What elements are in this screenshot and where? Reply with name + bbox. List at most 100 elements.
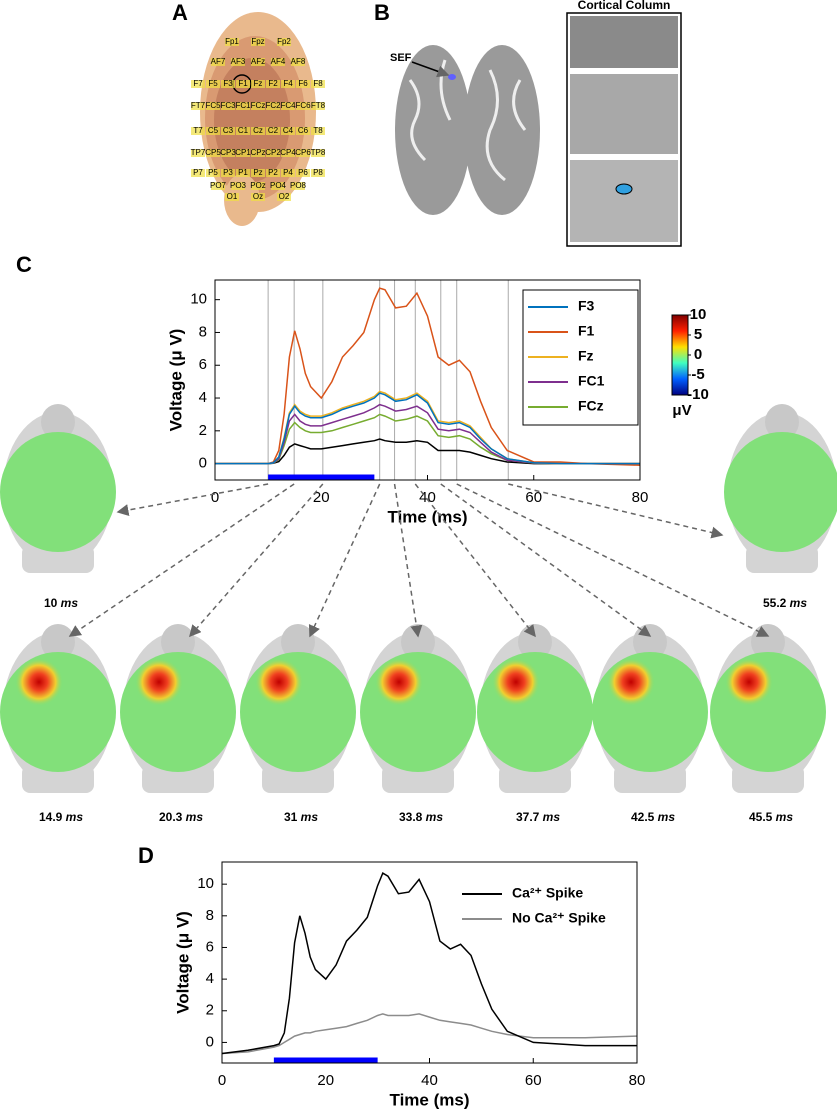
- y-axis-label: Voltage (μ V): [173, 911, 192, 1014]
- electrode-label: Oz: [253, 192, 263, 201]
- electrode-label: F1: [238, 79, 248, 88]
- electrode-dot: [221, 149, 235, 157]
- x-tick-label: 0: [211, 489, 219, 506]
- electrode-label: Pz: [253, 168, 262, 177]
- hotspot: [492, 658, 540, 706]
- legend-label: Ca²⁺ Spike: [512, 885, 583, 901]
- electrode-label: F7: [193, 79, 203, 88]
- electrode-label: O2: [279, 192, 290, 201]
- electrode-label: P1: [238, 168, 248, 177]
- electrode-label: AFz: [251, 57, 265, 66]
- legend-label: FC1: [578, 373, 605, 389]
- time-unit: ms: [658, 810, 676, 824]
- electrode-dot: [206, 149, 220, 157]
- electrode-label: P5: [208, 168, 218, 177]
- hotspot: [15, 658, 63, 706]
- electrode-dot: [251, 80, 265, 88]
- neck: [22, 765, 94, 793]
- y-tick-label: 6: [199, 356, 207, 373]
- topomap: [360, 624, 476, 793]
- series-line: [215, 403, 640, 465]
- electrode-dot: [266, 80, 280, 88]
- series-line: [215, 438, 640, 465]
- time-value: 14.9: [39, 810, 63, 824]
- electrode-label: TP7: [191, 148, 206, 157]
- electrode-dot: [236, 127, 250, 135]
- nose: [765, 404, 799, 440]
- electrode-label: FC6: [295, 101, 311, 110]
- annotation: SEF: [390, 52, 412, 64]
- electrode-dot: [206, 102, 220, 110]
- electrode-label: CP4: [280, 148, 296, 157]
- series-line: [215, 413, 640, 465]
- electrode-dot: [191, 80, 205, 88]
- electrode-label: FC1: [235, 101, 251, 110]
- electrode-label: FCz: [251, 101, 266, 110]
- series-line: [221, 872, 637, 1055]
- electrode-label: C1: [238, 126, 249, 135]
- time-unit: ms: [66, 810, 84, 824]
- electrode-label: O1: [227, 192, 238, 201]
- electrode-label: Cz: [253, 126, 263, 135]
- time-unit: ms: [790, 596, 808, 610]
- electrode-dot: [281, 127, 295, 135]
- y-tick-label: 0: [206, 1033, 214, 1050]
- electrode-dot: [291, 182, 305, 190]
- panel-label: D: [138, 843, 154, 868]
- nose: [41, 404, 75, 440]
- electrode-label: FC2: [265, 101, 281, 110]
- topomap-time: 42.5 ms: [631, 810, 675, 824]
- topomap-time: 20.3 ms: [159, 810, 203, 824]
- y-tick-label: 6: [206, 938, 214, 955]
- electrode-dot: [236, 149, 250, 157]
- electrode-dot: [236, 80, 250, 88]
- electrode-dot: [225, 193, 239, 201]
- electrode-dot: [266, 169, 280, 177]
- electrode-dot: [296, 169, 310, 177]
- electrode-dot: [281, 149, 295, 157]
- electrode-dot: [251, 193, 265, 201]
- topomap: [710, 624, 826, 793]
- hotspot: [607, 658, 655, 706]
- x-tick-label: 60: [525, 489, 542, 506]
- legend-label: FCz: [578, 398, 604, 414]
- electrode-dot: [266, 149, 280, 157]
- axes-box: [214, 279, 641, 481]
- electrode-dot: [281, 102, 295, 110]
- arrow: [508, 483, 724, 539]
- electrode-dot: [251, 127, 265, 135]
- electrode-label: T7: [193, 126, 203, 135]
- colorbar-tick-label: -5: [691, 366, 704, 383]
- scalp: [0, 432, 116, 552]
- legend-label: F1: [578, 323, 595, 339]
- electrode-label: Fpz: [251, 37, 264, 46]
- nose: [41, 624, 75, 660]
- y-tick-label: 8: [206, 907, 214, 924]
- topomap-time: 33.8 ms: [399, 810, 443, 824]
- electrode-label: Fp1: [225, 37, 239, 46]
- electrode-dot: [251, 58, 265, 66]
- topomap: [0, 624, 116, 793]
- y-tick-label: 0: [199, 455, 207, 472]
- electrode-label: CPz: [250, 148, 265, 157]
- electrode-dot: [211, 58, 225, 66]
- colorbar: [671, 314, 689, 396]
- time-value: 42.5: [631, 810, 655, 824]
- x-tick-label: 0: [218, 1072, 226, 1089]
- topomap-time: 10 ms: [44, 596, 78, 610]
- time-value: 10: [44, 596, 58, 610]
- y-tick-label: 10: [197, 875, 214, 892]
- electrode-dot: [296, 80, 310, 88]
- electrode-dot: [311, 102, 325, 110]
- neck: [732, 765, 804, 793]
- electrode-dot: [311, 80, 325, 88]
- x-tick-label: 40: [421, 1072, 438, 1089]
- electrode-label: PO7: [210, 181, 227, 190]
- electrode-label: F4: [283, 79, 293, 88]
- electrode-label: CP2: [265, 148, 281, 157]
- electrode-label: FC3: [220, 101, 236, 110]
- electrode-label: P8: [313, 168, 323, 177]
- electrode-label: Fz: [254, 79, 263, 88]
